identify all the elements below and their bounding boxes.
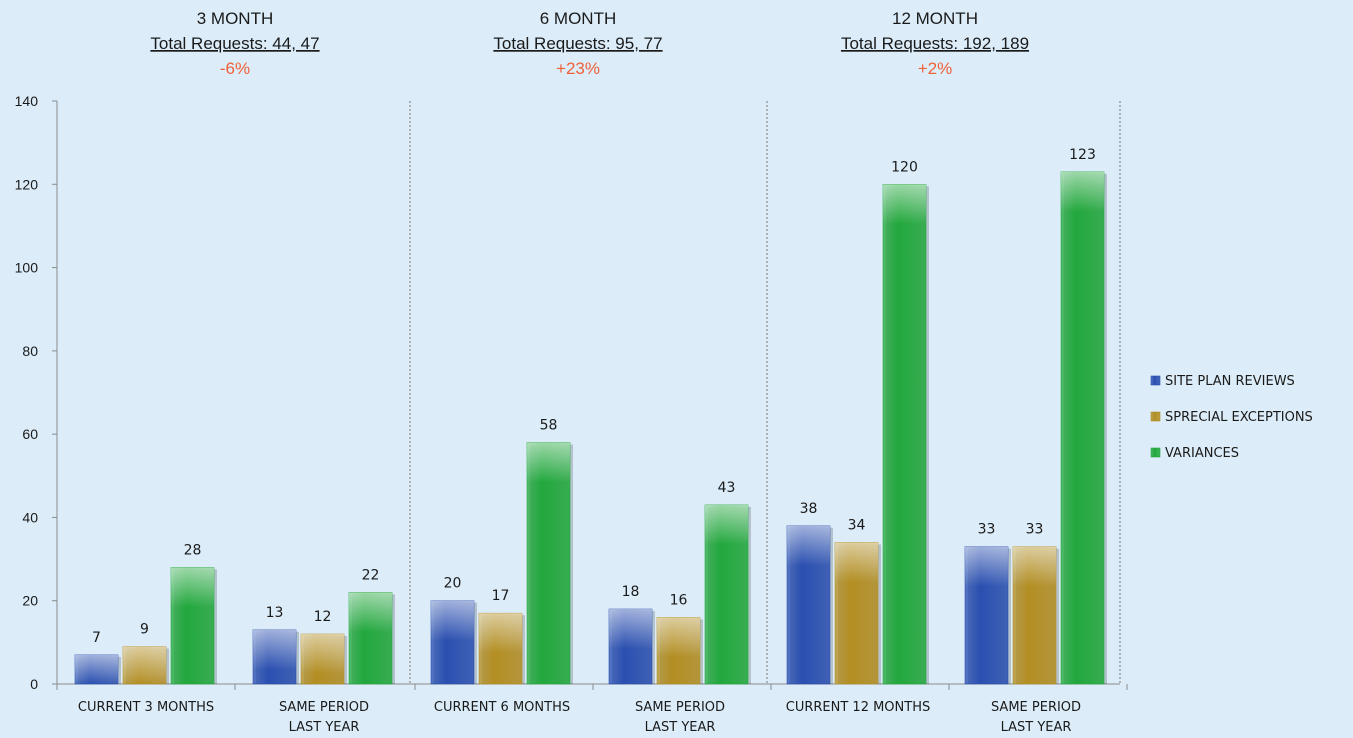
- bar: [882, 183, 927, 685]
- data-label: 58: [540, 417, 558, 433]
- data-label: 20: [444, 576, 462, 592]
- group-total-requests: Total Requests: 192, 189: [841, 34, 1029, 53]
- bar-highlight: [301, 634, 344, 675]
- legend-label: VARIANCES: [1165, 446, 1239, 461]
- bar-highlight: [1061, 171, 1104, 212]
- legend-label: SPRECIAL EXCEPTIONS: [1165, 410, 1313, 425]
- legend-swatch: [1150, 375, 1161, 386]
- group-change-percent: -6%: [220, 59, 250, 78]
- bar-highlight: [431, 600, 474, 641]
- group-total-requests: Total Requests: 44, 47: [150, 34, 319, 53]
- legend-swatch: [1150, 411, 1161, 422]
- data-label: 16: [670, 592, 688, 608]
- bar-highlight: [609, 609, 652, 650]
- group-title: 6 MONTH: [540, 9, 617, 28]
- bar: [1060, 171, 1105, 685]
- data-label: 123: [1069, 147, 1096, 163]
- bar-highlight: [479, 613, 522, 654]
- data-label: 43: [718, 480, 736, 496]
- bar-highlight: [349, 592, 392, 633]
- bar: [526, 442, 571, 685]
- bar-highlight: [705, 504, 748, 545]
- y-tick-label: 0: [30, 676, 38, 692]
- bar-highlight: [657, 617, 700, 658]
- bar-highlight: [1013, 546, 1056, 587]
- x-category-label: CURRENT 6 MONTHS: [434, 700, 570, 715]
- x-category-label: CURRENT 12 MONTHS: [786, 700, 931, 715]
- data-label: 17: [492, 588, 510, 604]
- x-category-label: SAME PERIOD LAST YEAR: [991, 700, 1081, 735]
- legend-label: SITE PLAN REVIEWS: [1165, 374, 1295, 389]
- group-change-percent: +2%: [918, 59, 953, 78]
- data-label: 18: [622, 584, 640, 600]
- y-tick-label: 80: [22, 343, 38, 359]
- data-label: 22: [362, 567, 380, 583]
- y-tick-label: 20: [22, 593, 38, 609]
- group-total-requests: Total Requests: 95, 77: [493, 34, 662, 53]
- bar-highlight: [527, 442, 570, 483]
- group-change-percent: +23%: [556, 59, 600, 78]
- data-label: 13: [266, 605, 284, 621]
- group-title: 3 MONTH: [197, 9, 274, 28]
- data-label: 7: [92, 630, 101, 646]
- data-label: 28: [184, 542, 202, 558]
- data-label: 33: [978, 522, 996, 538]
- bar-highlight: [123, 646, 166, 684]
- group-title: 12 MONTH: [892, 9, 978, 28]
- y-tick-label: 40: [22, 509, 38, 525]
- data-label: 120: [891, 159, 918, 175]
- data-label: 12: [314, 609, 332, 625]
- data-label: 38: [800, 501, 818, 517]
- bar-highlight: [75, 654, 118, 684]
- bar-highlight: [965, 546, 1008, 587]
- bar-highlight: [787, 525, 830, 566]
- y-tick-label: 120: [15, 176, 39, 192]
- data-label: 33: [1026, 522, 1044, 538]
- x-category-label: SAME PERIOD LAST YEAR: [279, 700, 369, 735]
- x-category-label: CURRENT 3 MONTHS: [78, 700, 214, 715]
- bar-highlight: [883, 184, 926, 225]
- y-tick-label: 140: [15, 93, 39, 109]
- y-tick-label: 100: [15, 260, 39, 276]
- x-category-label: SAME PERIOD LAST YEAR: [635, 700, 725, 735]
- bar-highlight: [171, 567, 214, 608]
- data-label: 9: [140, 622, 149, 638]
- data-label: 34: [848, 517, 866, 533]
- bar-highlight: [253, 629, 296, 670]
- legend-swatch: [1150, 447, 1161, 458]
- bar-highlight: [835, 542, 878, 583]
- y-tick-label: 60: [22, 426, 38, 442]
